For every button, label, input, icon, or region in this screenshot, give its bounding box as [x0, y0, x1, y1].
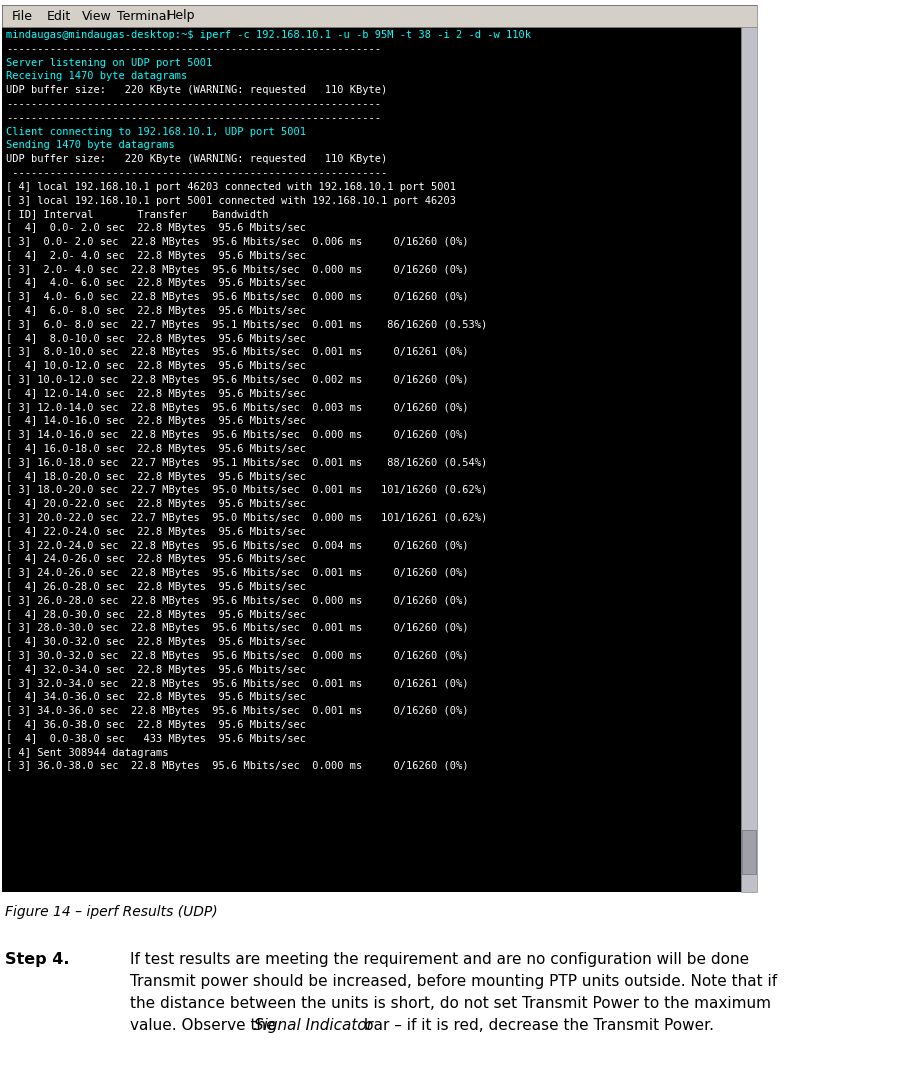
- Text: [ 3] 34.0-36.0 sec  22.8 MBytes  95.6 Mbits/sec  0.001 ms     0/16260 (0%): [ 3] 34.0-36.0 sec 22.8 MBytes 95.6 Mbit…: [6, 707, 468, 716]
- Text: Step 4.: Step 4.: [5, 952, 69, 967]
- Text: Help: Help: [167, 10, 195, 23]
- Text: [ 3] 18.0-20.0 sec  22.7 MBytes  95.0 Mbits/sec  0.001 ms   101/16260 (0.62%): [ 3] 18.0-20.0 sec 22.7 MBytes 95.0 Mbit…: [6, 486, 486, 496]
- Text: [  4] 24.0-26.0 sec  22.8 MBytes  95.6 Mbits/sec: [ 4] 24.0-26.0 sec 22.8 MBytes 95.6 Mbit…: [6, 554, 306, 565]
- Text: [ 3]  0.0- 2.0 sec  22.8 MBytes  95.6 Mbits/sec  0.006 ms     0/16260 (0%): [ 3] 0.0- 2.0 sec 22.8 MBytes 95.6 Mbits…: [6, 237, 468, 247]
- Text: Receiving 1470 byte datagrams: Receiving 1470 byte datagrams: [6, 71, 187, 81]
- Text: [  4]  6.0- 8.0 sec  22.8 MBytes  95.6 Mbits/sec: [ 4] 6.0- 8.0 sec 22.8 MBytes 95.6 Mbits…: [6, 306, 306, 316]
- Bar: [742, 830, 755, 874]
- Text: [  4]  0.0- 2.0 sec  22.8 MBytes  95.6 Mbits/sec: [ 4] 0.0- 2.0 sec 22.8 MBytes 95.6 Mbits…: [6, 223, 306, 234]
- Text: [  4] 34.0-36.0 sec  22.8 MBytes  95.6 Mbits/sec: [ 4] 34.0-36.0 sec 22.8 MBytes 95.6 Mbit…: [6, 692, 306, 702]
- Text: [ 4] local 192.168.10.1 port 46203 connected with 192.168.10.1 port 5001: [ 4] local 192.168.10.1 port 46203 conne…: [6, 182, 456, 192]
- Text: [ 4] Sent 308944 datagrams: [ 4] Sent 308944 datagrams: [6, 748, 169, 757]
- Text: [  4]  2.0- 4.0 sec  22.8 MBytes  95.6 Mbits/sec: [ 4] 2.0- 4.0 sec 22.8 MBytes 95.6 Mbits…: [6, 251, 306, 261]
- Text: [  4] 26.0-28.0 sec  22.8 MBytes  95.6 Mbits/sec: [ 4] 26.0-28.0 sec 22.8 MBytes 95.6 Mbit…: [6, 582, 306, 592]
- Text: mindaugas@mindaugas-desktop:~$ iperf -c 192.168.10.1 -u -b 95M -t 38 -i 2 -d -w : mindaugas@mindaugas-desktop:~$ iperf -c …: [6, 30, 530, 40]
- Text: [ 3] 30.0-32.0 sec  22.8 MBytes  95.6 Mbits/sec  0.000 ms     0/16260 (0%): [ 3] 30.0-32.0 sec 22.8 MBytes 95.6 Mbit…: [6, 651, 468, 661]
- Text: ------------------------------------------------------------: ----------------------------------------…: [6, 43, 381, 54]
- Text: [  4] 18.0-20.0 sec  22.8 MBytes  95.6 Mbits/sec: [ 4] 18.0-20.0 sec 22.8 MBytes 95.6 Mbit…: [6, 472, 306, 481]
- Text: [ 3] 28.0-30.0 sec  22.8 MBytes  95.6 Mbits/sec  0.001 ms     0/16260 (0%): [ 3] 28.0-30.0 sec 22.8 MBytes 95.6 Mbit…: [6, 623, 468, 633]
- Text: bar – if it is red, decrease the Transmit Power.: bar – if it is red, decrease the Transmi…: [359, 1018, 713, 1033]
- Text: [ 3] 16.0-18.0 sec  22.7 MBytes  95.1 Mbits/sec  0.001 ms    88/16260 (0.54%): [ 3] 16.0-18.0 sec 22.7 MBytes 95.1 Mbit…: [6, 458, 486, 467]
- Text: [ 3] 10.0-12.0 sec  22.8 MBytes  95.6 Mbits/sec  0.002 ms     0/16260 (0%): [ 3] 10.0-12.0 sec 22.8 MBytes 95.6 Mbit…: [6, 375, 468, 385]
- Text: Figure 14 – iperf Results (UDP): Figure 14 – iperf Results (UDP): [5, 905, 218, 919]
- Text: [ 3] 36.0-38.0 sec  22.8 MBytes  95.6 Mbits/sec  0.000 ms     0/16260 (0%): [ 3] 36.0-38.0 sec 22.8 MBytes 95.6 Mbit…: [6, 762, 468, 771]
- Text: Sending 1470 byte datagrams: Sending 1470 byte datagrams: [6, 141, 175, 150]
- Text: Signal Indicator: Signal Indicator: [254, 1018, 373, 1033]
- Bar: [740, 27, 756, 892]
- Text: [ 3]  2.0- 4.0 sec  22.8 MBytes  95.6 Mbits/sec  0.000 ms     0/16260 (0%): [ 3] 2.0- 4.0 sec 22.8 MBytes 95.6 Mbits…: [6, 265, 468, 275]
- Text: [  4] 12.0-14.0 sec  22.8 MBytes  95.6 Mbits/sec: [ 4] 12.0-14.0 sec 22.8 MBytes 95.6 Mbit…: [6, 388, 306, 399]
- Text: [  4] 20.0-22.0 sec  22.8 MBytes  95.6 Mbits/sec: [ 4] 20.0-22.0 sec 22.8 MBytes 95.6 Mbit…: [6, 499, 306, 510]
- Text: value. Observe the: value. Observe the: [130, 1018, 281, 1033]
- Text: [ 3] local 192.168.10.1 port 5001 connected with 192.168.10.1 port 46203: [ 3] local 192.168.10.1 port 5001 connec…: [6, 196, 456, 206]
- Text: [  4] 10.0-12.0 sec  22.8 MBytes  95.6 Mbits/sec: [ 4] 10.0-12.0 sec 22.8 MBytes 95.6 Mbit…: [6, 361, 306, 371]
- Text: [  4] 30.0-32.0 sec  22.8 MBytes  95.6 Mbits/sec: [ 4] 30.0-32.0 sec 22.8 MBytes 95.6 Mbit…: [6, 637, 306, 647]
- Text: Transmit power should be increased, before mounting PTP units outside. Note that: Transmit power should be increased, befo…: [130, 974, 776, 989]
- Text: [  4] 16.0-18.0 sec  22.8 MBytes  95.6 Mbits/sec: [ 4] 16.0-18.0 sec 22.8 MBytes 95.6 Mbit…: [6, 444, 306, 454]
- Text: Terminal: Terminal: [117, 10, 169, 23]
- Bar: [2, 5, 756, 892]
- Text: [ 3] 22.0-24.0 sec  22.8 MBytes  95.6 Mbits/sec  0.004 ms     0/16260 (0%): [ 3] 22.0-24.0 sec 22.8 MBytes 95.6 Mbit…: [6, 541, 468, 551]
- Text: [ 3] 14.0-16.0 sec  22.8 MBytes  95.6 Mbits/sec  0.000 ms     0/16260 (0%): [ 3] 14.0-16.0 sec 22.8 MBytes 95.6 Mbit…: [6, 431, 468, 440]
- Text: UDP buffer size:   220 KByte (WARNING: requested   110 KByte): UDP buffer size: 220 KByte (WARNING: req…: [6, 155, 387, 164]
- Text: [ ID] Interval       Transfer    Bandwidth: [ ID] Interval Transfer Bandwidth: [6, 210, 268, 220]
- Text: Edit: Edit: [47, 10, 71, 23]
- Text: [ 3] 26.0-28.0 sec  22.8 MBytes  95.6 Mbits/sec  0.000 ms     0/16260 (0%): [ 3] 26.0-28.0 sec 22.8 MBytes 95.6 Mbit…: [6, 596, 468, 606]
- Text: [  4] 14.0-16.0 sec  22.8 MBytes  95.6 Mbits/sec: [ 4] 14.0-16.0 sec 22.8 MBytes 95.6 Mbit…: [6, 417, 306, 426]
- Text: [  4] 32.0-34.0 sec  22.8 MBytes  95.6 Mbits/sec: [ 4] 32.0-34.0 sec 22.8 MBytes 95.6 Mbit…: [6, 664, 306, 675]
- Text: [  4] 28.0-30.0 sec  22.8 MBytes  95.6 Mbits/sec: [ 4] 28.0-30.0 sec 22.8 MBytes 95.6 Mbit…: [6, 609, 306, 620]
- Text: ------------------------------------------------------------: ----------------------------------------…: [6, 98, 381, 109]
- Text: UDP buffer size:   220 KByte (WARNING: requested   110 KByte): UDP buffer size: 220 KByte (WARNING: req…: [6, 85, 387, 95]
- Text: [ 3]  8.0-10.0 sec  22.8 MBytes  95.6 Mbits/sec  0.001 ms     0/16261 (0%): [ 3] 8.0-10.0 sec 22.8 MBytes 95.6 Mbits…: [6, 347, 468, 357]
- Text: File: File: [12, 10, 33, 23]
- Text: [ 3]  6.0- 8.0 sec  22.7 MBytes  95.1 Mbits/sec  0.001 ms    86/16260 (0.53%): [ 3] 6.0- 8.0 sec 22.7 MBytes 95.1 Mbits…: [6, 320, 486, 330]
- Bar: [2, 5, 756, 27]
- Text: [  4] 22.0-24.0 sec  22.8 MBytes  95.6 Mbits/sec: [ 4] 22.0-24.0 sec 22.8 MBytes 95.6 Mbit…: [6, 527, 306, 537]
- Text: [  4]  0.0-38.0 sec   433 MBytes  95.6 Mbits/sec: [ 4] 0.0-38.0 sec 433 MBytes 95.6 Mbits/…: [6, 734, 306, 743]
- Text: [  4] 36.0-38.0 sec  22.8 MBytes  95.6 Mbits/sec: [ 4] 36.0-38.0 sec 22.8 MBytes 95.6 Mbit…: [6, 720, 306, 730]
- Text: If test results are meeting the requirement and are no configuration will be don: If test results are meeting the requirem…: [130, 952, 748, 967]
- Text: [  4]  4.0- 6.0 sec  22.8 MBytes  95.6 Mbits/sec: [ 4] 4.0- 6.0 sec 22.8 MBytes 95.6 Mbits…: [6, 278, 306, 289]
- Text: [  4]  8.0-10.0 sec  22.8 MBytes  95.6 Mbits/sec: [ 4] 8.0-10.0 sec 22.8 MBytes 95.6 Mbits…: [6, 333, 306, 344]
- Text: the distance between the units is short, do not set Transmit Power to the maximu: the distance between the units is short,…: [130, 997, 770, 1011]
- Text: [ 3] 20.0-22.0 sec  22.7 MBytes  95.0 Mbits/sec  0.000 ms   101/16261 (0.62%): [ 3] 20.0-22.0 sec 22.7 MBytes 95.0 Mbit…: [6, 513, 486, 523]
- Text: Client connecting to 192.168.10.1, UDP port 5001: Client connecting to 192.168.10.1, UDP p…: [6, 127, 306, 136]
- Text: [ 3] 24.0-26.0 sec  22.8 MBytes  95.6 Mbits/sec  0.001 ms     0/16260 (0%): [ 3] 24.0-26.0 sec 22.8 MBytes 95.6 Mbit…: [6, 568, 468, 578]
- Text: [ 3] 12.0-14.0 sec  22.8 MBytes  95.6 Mbits/sec  0.003 ms     0/16260 (0%): [ 3] 12.0-14.0 sec 22.8 MBytes 95.6 Mbit…: [6, 403, 468, 412]
- Text: View: View: [82, 10, 112, 23]
- Text: ------------------------------------------------------------: ----------------------------------------…: [6, 113, 381, 122]
- Text: [ 3]  4.0- 6.0 sec  22.8 MBytes  95.6 Mbits/sec  0.000 ms     0/16260 (0%): [ 3] 4.0- 6.0 sec 22.8 MBytes 95.6 Mbits…: [6, 292, 468, 302]
- Text: Server listening on UDP port 5001: Server listening on UDP port 5001: [6, 57, 212, 67]
- Text: ------------------------------------------------------------: ----------------------------------------…: [6, 168, 387, 179]
- Text: [ 3] 32.0-34.0 sec  22.8 MBytes  95.6 Mbits/sec  0.001 ms     0/16261 (0%): [ 3] 32.0-34.0 sec 22.8 MBytes 95.6 Mbit…: [6, 678, 468, 688]
